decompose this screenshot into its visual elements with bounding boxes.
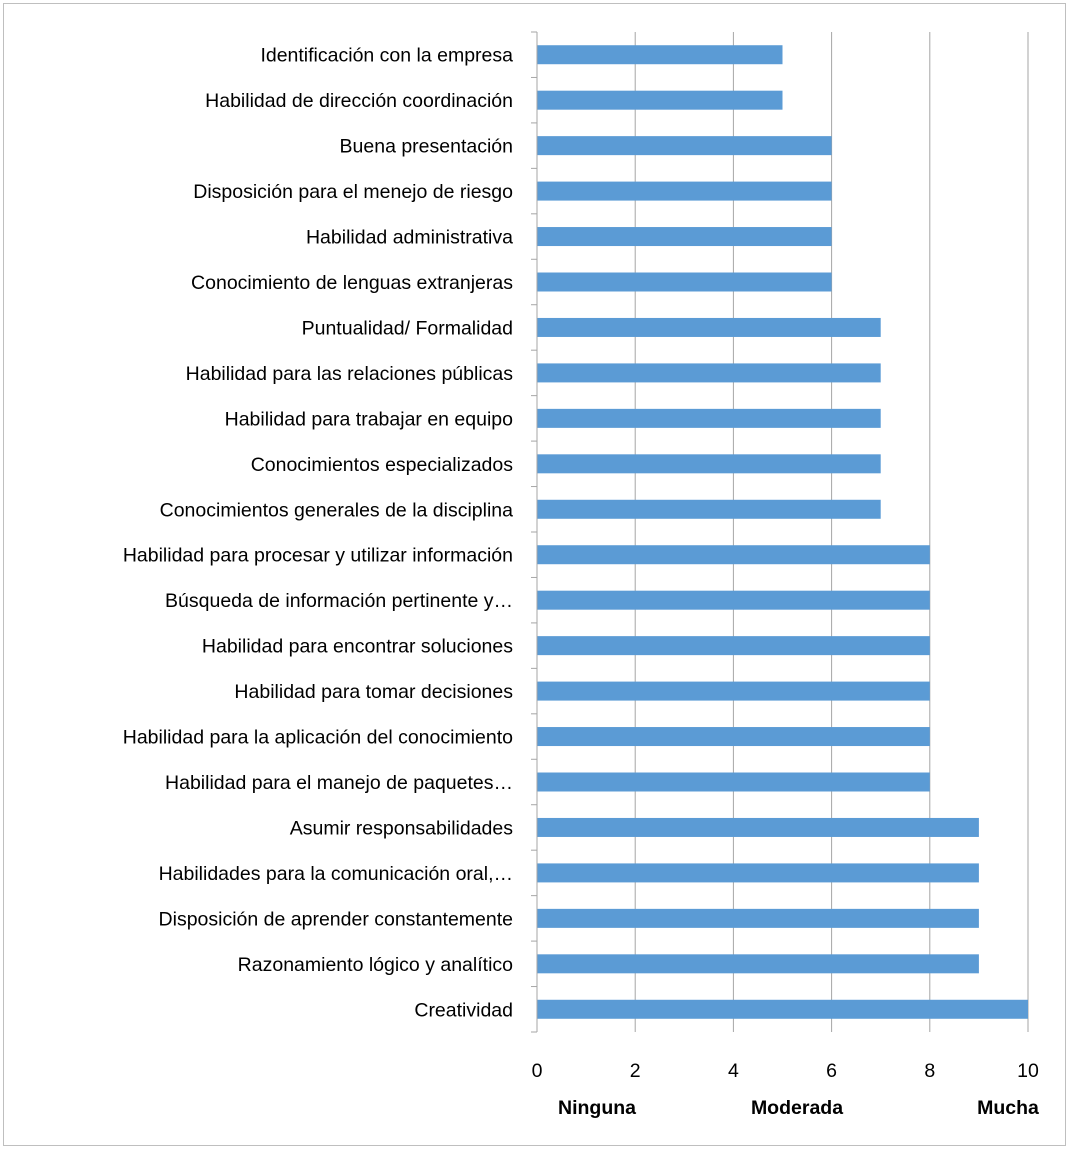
bar [537, 272, 832, 292]
bar [537, 727, 930, 747]
bar [537, 772, 930, 792]
category-label: Habilidad para procesar y utilizar infor… [123, 545, 513, 567]
category-label: Habilidad de dirección coordinación [205, 90, 513, 112]
category-label: Habilidad para trabajar en equipo [225, 408, 514, 430]
category-label: Razonamiento lógico y analítico [238, 954, 513, 976]
x-tick-label: 4 [728, 1060, 739, 1082]
bar [537, 545, 930, 565]
bar [537, 954, 979, 974]
x-tick-label: 6 [826, 1060, 837, 1082]
x-tick-label: 10 [1017, 1060, 1039, 1082]
category-label: Habilidad administrativa [306, 227, 513, 249]
category-label: Habilidad para encontrar soluciones [202, 636, 513, 658]
category-label: Habilidad para el manejo de paquetes… [165, 772, 513, 794]
bar [537, 363, 881, 383]
x-tick-label: 0 [532, 1060, 543, 1082]
bar [537, 227, 832, 247]
category-axis [531, 31, 538, 1033]
scale-label: Ninguna [558, 1097, 636, 1119]
category-label: Habilidad para la aplicación del conocim… [123, 727, 513, 749]
bar [537, 636, 930, 656]
category-label: Conocimientos generales de la disciplina [160, 499, 514, 521]
bar [537, 499, 881, 519]
bar [537, 45, 783, 65]
bar [537, 181, 832, 201]
bar [537, 454, 881, 474]
value-axis-tick-labels: 0 2 4 6 8 10 [532, 1060, 1039, 1082]
x-tick-label: 2 [630, 1060, 641, 1082]
bar [537, 681, 930, 701]
category-label: Conocimientos especializados [251, 454, 514, 476]
category-label: Creatividad [414, 999, 513, 1021]
bar [537, 817, 979, 837]
bar [537, 863, 979, 883]
bar [537, 136, 832, 156]
category-label: Disposición de aprender constantemente [159, 908, 513, 930]
category-label: Habilidad para tomar decisiones [234, 681, 513, 703]
bar [537, 317, 881, 337]
bars [537, 45, 1028, 1019]
category-label: Puntualidad/ Formalidad [302, 317, 513, 339]
bar [537, 999, 1028, 1019]
category-label: Búsqueda de información pertinente y… [165, 590, 513, 612]
category-label: Asumir responsabilidades [290, 817, 514, 839]
bar [537, 590, 930, 610]
category-label: Habilidades para la comunicación oral,… [159, 863, 513, 885]
category-labels: Identificación con la empresa Habilidad d… [123, 45, 513, 1022]
category-label: Disposición para el menejo de riesgo [193, 181, 513, 203]
bar [537, 908, 979, 928]
bar [537, 90, 783, 110]
category-label: Habilidad para las relaciones públicas [186, 363, 514, 385]
scale-label: Moderada [751, 1097, 843, 1119]
category-label: Identificación con la empresa [260, 45, 513, 67]
category-label: Conocimiento de lenguas extranjeras [191, 272, 513, 294]
bar [537, 408, 881, 428]
scale-labels: Ninguna Moderada Mucha [558, 1097, 1039, 1119]
scale-label: Mucha [977, 1097, 1039, 1119]
category-label: Buena presentación [340, 136, 513, 158]
x-tick-label: 8 [924, 1060, 935, 1082]
